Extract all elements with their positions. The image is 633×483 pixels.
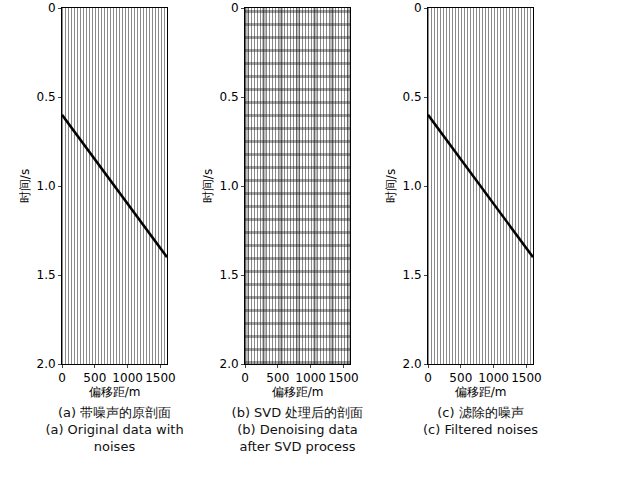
svg-text:2.0: 2.0	[220, 357, 239, 371]
svg-text:1.0: 1.0	[37, 179, 56, 193]
svg-text:时间/s: 时间/s	[201, 169, 215, 203]
svg-text:1.5: 1.5	[37, 268, 56, 282]
svg-text:0: 0	[414, 1, 422, 15]
svg-text:0: 0	[231, 1, 239, 15]
svg-text:0: 0	[48, 1, 56, 15]
svg-text:时间/s: 时间/s	[18, 169, 32, 203]
svg-text:500: 500	[83, 371, 106, 385]
svg-text:1.0: 1.0	[403, 179, 422, 193]
svg-text:1500: 1500	[145, 371, 176, 385]
svg-text:1500: 1500	[328, 371, 359, 385]
svg-text:1000: 1000	[295, 371, 326, 385]
svg-text:1.0: 1.0	[220, 179, 239, 193]
svg-text:0.5: 0.5	[37, 90, 56, 104]
svg-text:1000: 1000	[478, 371, 509, 385]
html-text:(b) SVD 处理后的剖面: (b) SVD 处理后的剖面	[231, 405, 364, 420]
svg-text:1500: 1500	[511, 371, 542, 385]
html-text:(c) 滤除的噪声: (c) 滤除的噪声	[437, 405, 524, 420]
svg-text:0.5: 0.5	[220, 90, 239, 104]
svg-text:1.5: 1.5	[220, 268, 239, 282]
svg-text:1.5: 1.5	[403, 268, 422, 282]
html-text:(a) 带噪声的原剖面: (a) 带噪声的原剖面	[57, 405, 172, 420]
svg-text:0: 0	[241, 371, 249, 385]
svg-text:500: 500	[449, 371, 472, 385]
html-text:(a) Original data with noises: (a) Original data with noises	[45, 422, 184, 454]
svg-text:2.0: 2.0	[37, 357, 56, 371]
svg-text:1000: 1000	[112, 371, 143, 385]
svg-text:时间/s: 时间/s	[384, 169, 398, 203]
svg-text:偏移距/m: 偏移距/m	[89, 385, 141, 399]
svg-text:偏移距/m: 偏移距/m	[272, 385, 324, 399]
html-text:(c) Filtered noises: (c) Filtered noises	[423, 422, 538, 437]
svg-text:0.5: 0.5	[403, 90, 422, 104]
svg-text:偏移距/m: 偏移距/m	[455, 385, 507, 399]
svg-text:2.0: 2.0	[403, 357, 422, 371]
svg-text:0: 0	[424, 371, 432, 385]
svg-text:0: 0	[58, 371, 66, 385]
html-text:(b) Denoising data after SVD p: (b) Denoising data after SVD process	[237, 422, 358, 454]
svg-text:500: 500	[266, 371, 289, 385]
